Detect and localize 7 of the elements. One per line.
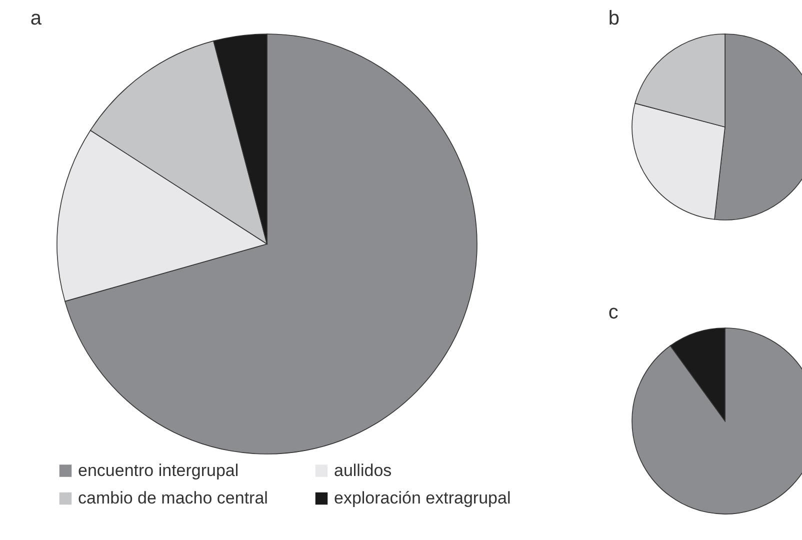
legend-label: aullidos bbox=[334, 460, 392, 480]
legend-label: exploración extragrupal bbox=[334, 488, 511, 508]
chart-title: b bbox=[608, 7, 620, 30]
chart-title: a bbox=[30, 7, 42, 30]
legend-label: cambio de macho central bbox=[78, 488, 268, 508]
chart-title: c bbox=[608, 301, 618, 324]
legend-label: encuentro intergrupal bbox=[78, 460, 239, 480]
